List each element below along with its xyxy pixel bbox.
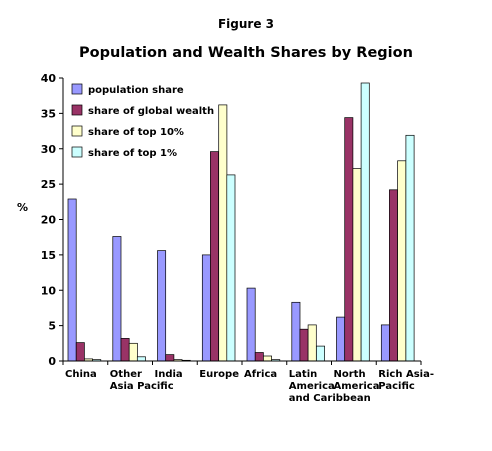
bar-population-share-2 — [157, 250, 167, 362]
y-tick-label: 20 — [41, 214, 57, 227]
y-axis-label: % — [17, 201, 29, 214]
legend-label: population share — [88, 85, 184, 96]
axes-layer: 0 5 10 15 20 25 30 35 40 China Other Asia PacificIn… — [41, 72, 434, 404]
bar-population-share-4 — [246, 287, 256, 362]
x-tick-label: Africa — [244, 369, 277, 380]
bar-population-share-5 — [291, 301, 301, 362]
bar-share-of-top-1--5 — [316, 345, 325, 362]
bar-population-share-1 — [112, 236, 122, 362]
x-tick-label: Other Asia Pacific — [110, 369, 174, 392]
bar-share-of-global-wealth-7 — [389, 189, 398, 362]
bar-share-of-global-wealth-5 — [299, 328, 309, 362]
legend-label: share of top 1% — [88, 148, 177, 159]
bar-population-share-3 — [201, 254, 211, 362]
bar-share-of-top-10--7 — [397, 160, 407, 362]
y-tick-label: 0 — [48, 355, 56, 368]
bar-share-of-global-wealth-2 — [165, 354, 175, 362]
bar-share-of-global-wealth-1 — [120, 338, 130, 362]
bar-share-of-top-1--1 — [136, 356, 146, 362]
figure-label: Figure 3 — [217, 17, 275, 31]
legend: population share share of global wealth sh… — [71, 83, 214, 159]
bar-share-of-top-10--3 — [218, 104, 228, 362]
x-tick-label: China — [65, 369, 97, 380]
x-tick-label: North America — [334, 369, 380, 392]
x-tick-label: Rich Asia-Pacific — [378, 369, 434, 392]
x-tick-label: Latin America and Caribbean — [289, 369, 371, 404]
bar-share-of-top-10--5 — [307, 324, 317, 362]
legend-swatch — [71, 146, 83, 158]
bar-share-of-top-10--1 — [128, 342, 138, 362]
bar-share-of-top-10--4 — [263, 355, 272, 362]
x-tick-label: Europe — [199, 369, 239, 380]
y-tick-label: 40 — [41, 72, 57, 85]
chart-title: Population and Wealth Shares by Region — [79, 45, 413, 61]
bar-share-of-global-wealth-4 — [254, 352, 264, 362]
bar-share-of-top-10--6 — [352, 168, 362, 362]
legend-label: share of top 10% — [88, 127, 184, 138]
bar-population-share-7 — [380, 324, 390, 362]
legend-swatch — [71, 83, 83, 95]
bar-share-of-global-wealth-0 — [75, 342, 85, 362]
y-tick-label: 25 — [41, 178, 56, 191]
y-tick-label: 15 — [41, 249, 56, 262]
bar-population-share-0 — [67, 198, 77, 362]
bar-share-of-global-wealth-3 — [210, 151, 219, 362]
y-tick-label: 30 — [41, 143, 57, 156]
y-tick-label: 35 — [41, 107, 56, 120]
legend-label: share of global wealth — [88, 106, 214, 117]
bars-layer — [67, 82, 415, 362]
bar-share-of-global-wealth-6 — [344, 117, 354, 362]
legend-swatch — [71, 104, 83, 116]
bar-share-of-top-1--3 — [226, 174, 236, 362]
bar-share-of-top-1--6 — [360, 82, 370, 362]
x-tick-label: India — [155, 369, 183, 380]
y-tick-label: 5 — [48, 320, 56, 333]
y-tick-label: 10 — [41, 284, 57, 297]
legend-swatch — [71, 125, 83, 137]
bar-population-share-6 — [336, 316, 346, 362]
bar-share-of-top-1--7 — [405, 134, 415, 362]
